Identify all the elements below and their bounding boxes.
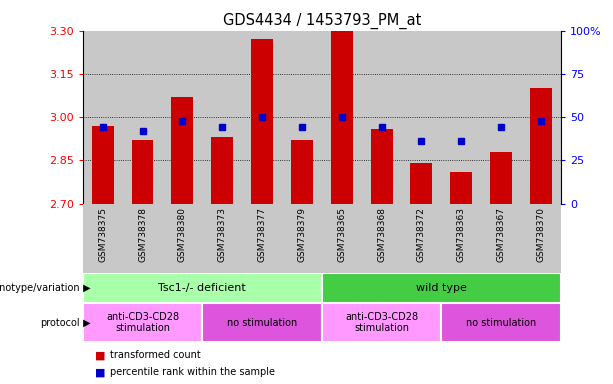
Text: GSM738363: GSM738363 [457, 207, 466, 262]
Text: GSM738373: GSM738373 [218, 207, 227, 262]
Bar [322, 31, 362, 204]
Bar [92, 126, 113, 204]
Bar [242, 31, 282, 204]
Bar [402, 31, 441, 204]
Bar [362, 204, 402, 273]
Bar [402, 204, 441, 273]
Bar [371, 129, 392, 204]
Bar [490, 152, 512, 204]
Text: anti-CD3-CD28
stimulation: anti-CD3-CD28 stimulation [106, 312, 179, 333]
Text: ■: ■ [95, 367, 105, 377]
Bar [172, 97, 193, 204]
Bar [521, 204, 561, 273]
Bar [242, 204, 282, 273]
Text: GSM738370: GSM738370 [536, 207, 546, 262]
Text: ■: ■ [95, 350, 105, 360]
Text: no stimulation: no stimulation [227, 318, 297, 328]
Bar [282, 204, 322, 273]
Bar [83, 204, 123, 273]
Bar [202, 31, 242, 204]
Text: Tsc1-/- deficient: Tsc1-/- deficient [158, 283, 246, 293]
Bar [123, 31, 162, 204]
Bar [282, 31, 322, 204]
Text: GSM738380: GSM738380 [178, 207, 187, 262]
Bar [441, 31, 481, 204]
Text: protocol: protocol [40, 318, 80, 328]
Text: GSM738368: GSM738368 [377, 207, 386, 262]
Bar [123, 204, 162, 273]
Bar [481, 31, 521, 204]
Bar [521, 31, 561, 204]
Text: anti-CD3-CD28
stimulation: anti-CD3-CD28 stimulation [345, 312, 418, 333]
Bar [481, 204, 521, 273]
Text: GSM738367: GSM738367 [497, 207, 506, 262]
Bar [83, 31, 123, 204]
Bar [362, 31, 402, 204]
Title: GDS4434 / 1453793_PM_at: GDS4434 / 1453793_PM_at [223, 13, 421, 29]
Bar [132, 140, 153, 204]
Text: GSM738372: GSM738372 [417, 207, 426, 262]
Bar [291, 140, 313, 204]
Text: wild type: wild type [416, 283, 466, 293]
Text: GSM738379: GSM738379 [297, 207, 306, 262]
Text: GSM738365: GSM738365 [337, 207, 346, 262]
Bar [322, 303, 441, 342]
Bar [322, 273, 561, 303]
Bar [411, 163, 432, 204]
Bar [530, 88, 552, 204]
Bar [211, 137, 233, 204]
Bar [451, 172, 472, 204]
Bar [322, 204, 362, 273]
Bar [162, 204, 202, 273]
Text: GSM738377: GSM738377 [257, 207, 267, 262]
Text: GSM738375: GSM738375 [98, 207, 107, 262]
Bar [331, 31, 352, 204]
Text: percentile rank within the sample: percentile rank within the sample [110, 367, 275, 377]
Bar [83, 273, 322, 303]
Bar [83, 303, 202, 342]
Text: ▶: ▶ [80, 283, 91, 293]
Text: genotype/variation: genotype/variation [0, 283, 80, 293]
Bar [441, 204, 481, 273]
Bar [441, 303, 561, 342]
Bar [202, 303, 322, 342]
Bar [251, 39, 273, 204]
Text: ▶: ▶ [80, 318, 91, 328]
Text: transformed count: transformed count [110, 350, 201, 360]
Bar [202, 204, 242, 273]
Bar [162, 31, 202, 204]
Text: no stimulation: no stimulation [466, 318, 536, 328]
Text: GSM738378: GSM738378 [138, 207, 147, 262]
